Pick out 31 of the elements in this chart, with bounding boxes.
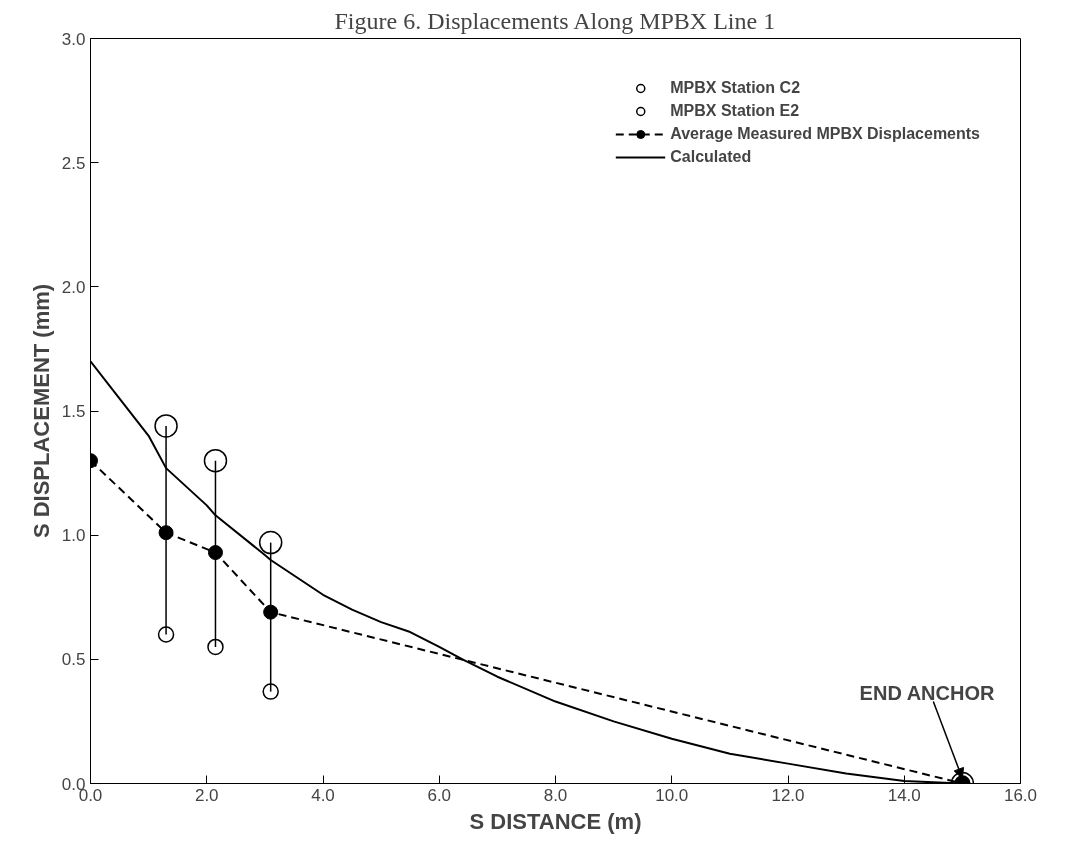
point [207,545,223,561]
point [203,448,228,473]
chart-title: Figure 6. Displacements Along MPBX Line 1 [334,7,776,34]
y-tick-label: 2.0 [61,277,86,297]
x-tick-label: 10.0 [655,785,689,805]
x-tick-label: 16.0 [1003,785,1038,805]
legend-label: MPBX Station C2 [670,79,801,97]
point [157,626,175,643]
y-axis-title: S DISPLACEMENT (mm) [28,283,54,539]
annotation: END ANCHOR [859,681,995,704]
y-tick-label: 3.0 [61,29,86,49]
legend-label: Calculated [670,148,752,166]
point [207,638,224,656]
point [262,683,279,700]
point [158,525,174,541]
y-tick-label: 1.5 [61,402,86,421]
x-axis-title: S DISTANCE (m) [469,808,642,834]
legend-label: Average Measured MPBX Displacements [670,125,980,143]
x-tick-label: 2.0 [194,785,219,805]
x-tick-label: 6.0 [427,785,452,805]
x-tick-label: 8.0 [543,785,568,805]
point [263,604,279,620]
point [258,530,283,555]
y-tick-label: 2.5 [61,153,86,173]
x-tick-label: 12.0 [771,785,805,805]
x-tick-label: 4.0 [311,785,335,805]
y-tick-label: 1.0 [61,526,86,546]
legend-label: MPBX Station E2 [670,102,800,120]
y-tick-label: 0.5 [61,650,86,670]
x-tick-label: 14.0 [887,785,921,805]
point [154,414,178,438]
